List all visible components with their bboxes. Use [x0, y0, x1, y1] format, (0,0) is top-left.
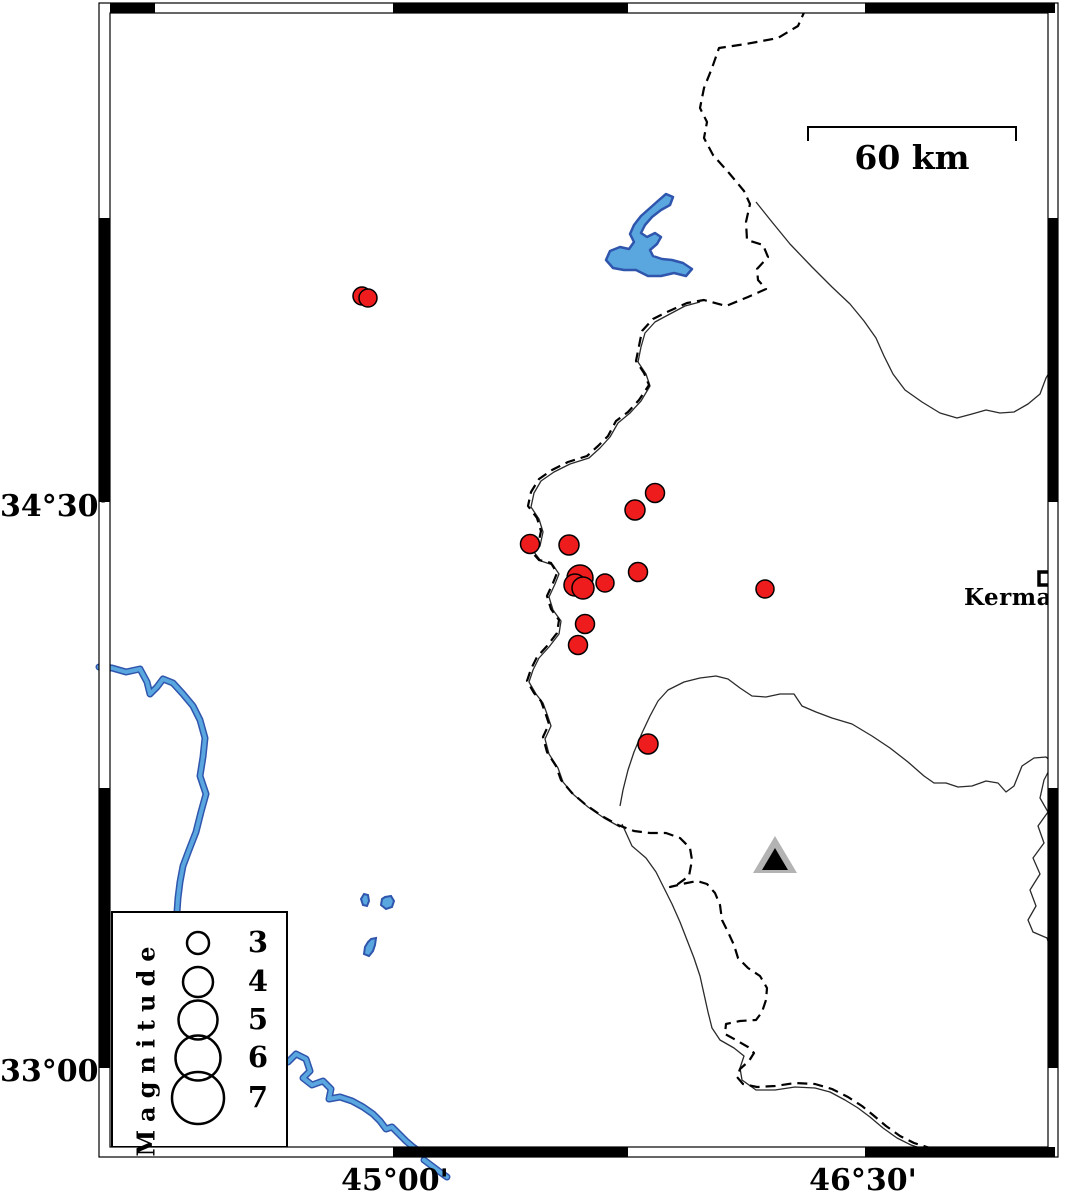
frame-outer-line: [98, 2, 1059, 1158]
earthquake-marker: [595, 573, 615, 593]
frame-seg-top: [865, 3, 1055, 13]
legend-circle: [174, 1034, 222, 1082]
frame-seg-left: [99, 788, 110, 1068]
earthquake-marker: [644, 482, 666, 504]
scale-bar-label: 60 km: [854, 138, 970, 177]
pond: [379, 894, 396, 911]
lat-label-34-30: 34°30': [0, 489, 108, 524]
earthquake-marker: [558, 534, 580, 556]
legend-mag-4: 4: [247, 964, 269, 998]
scale-bar: [807, 126, 1017, 141]
lon-label-45-00: 45°00': [341, 1163, 449, 1198]
frame-band-left: [99, 3, 110, 1157]
river: [286, 1052, 422, 1154]
pond: [362, 936, 378, 958]
frame-inner-line: [109, 12, 1049, 1148]
frame-seg-right: [1048, 788, 1058, 1068]
legend-circle: [170, 1070, 226, 1126]
city-label-kermanshah: Kermanshah: [964, 584, 1048, 611]
legend-circle: [177, 999, 219, 1041]
legend-title: Magnitude: [131, 938, 161, 1157]
river: [422, 1158, 449, 1179]
boundary-line: [755, 201, 1053, 419]
station-triangle-icon: [762, 848, 788, 870]
earthquake-marker: [637, 733, 659, 755]
international-border-dashed: [525, 7, 931, 1150]
frame-seg-top: [393, 3, 628, 13]
lake: [604, 192, 694, 278]
earthquake-marker: [755, 579, 775, 599]
legend-circle: [181, 965, 215, 999]
lat-label-33-00: 33°00': [0, 1054, 108, 1089]
lon-label-46-30: 46°30': [809, 1163, 917, 1198]
boundary-line: [619, 675, 1054, 942]
earthquake-marker: [627, 561, 649, 583]
frame-seg-bottom: [865, 1147, 1055, 1157]
frame-seg-left: [99, 218, 110, 502]
legend-circle: [185, 930, 211, 956]
frame-band-right: [1048, 3, 1058, 1157]
legend-mag-5: 5: [247, 1002, 269, 1036]
earthquake-marker: [519, 533, 541, 555]
earthquake-marker: [571, 576, 595, 600]
boundary-line: [528, 301, 701, 828]
earthquake-marker: [358, 288, 378, 308]
legend-mag-7: 7: [247, 1080, 269, 1114]
river: [97, 665, 208, 914]
earthquake-marker: [567, 634, 589, 656]
legend-mag-3: 3: [247, 925, 269, 959]
earthquake-marker: [574, 613, 596, 635]
earthquake-marker: [624, 499, 646, 521]
legend-mag-6: 6: [247, 1040, 269, 1074]
boundary-line: [621, 823, 927, 1151]
pond: [359, 892, 371, 908]
frame-seg-top: [110, 3, 155, 13]
frame-seg-right: [1048, 218, 1058, 502]
frame-seg-bottom: [393, 1147, 628, 1157]
